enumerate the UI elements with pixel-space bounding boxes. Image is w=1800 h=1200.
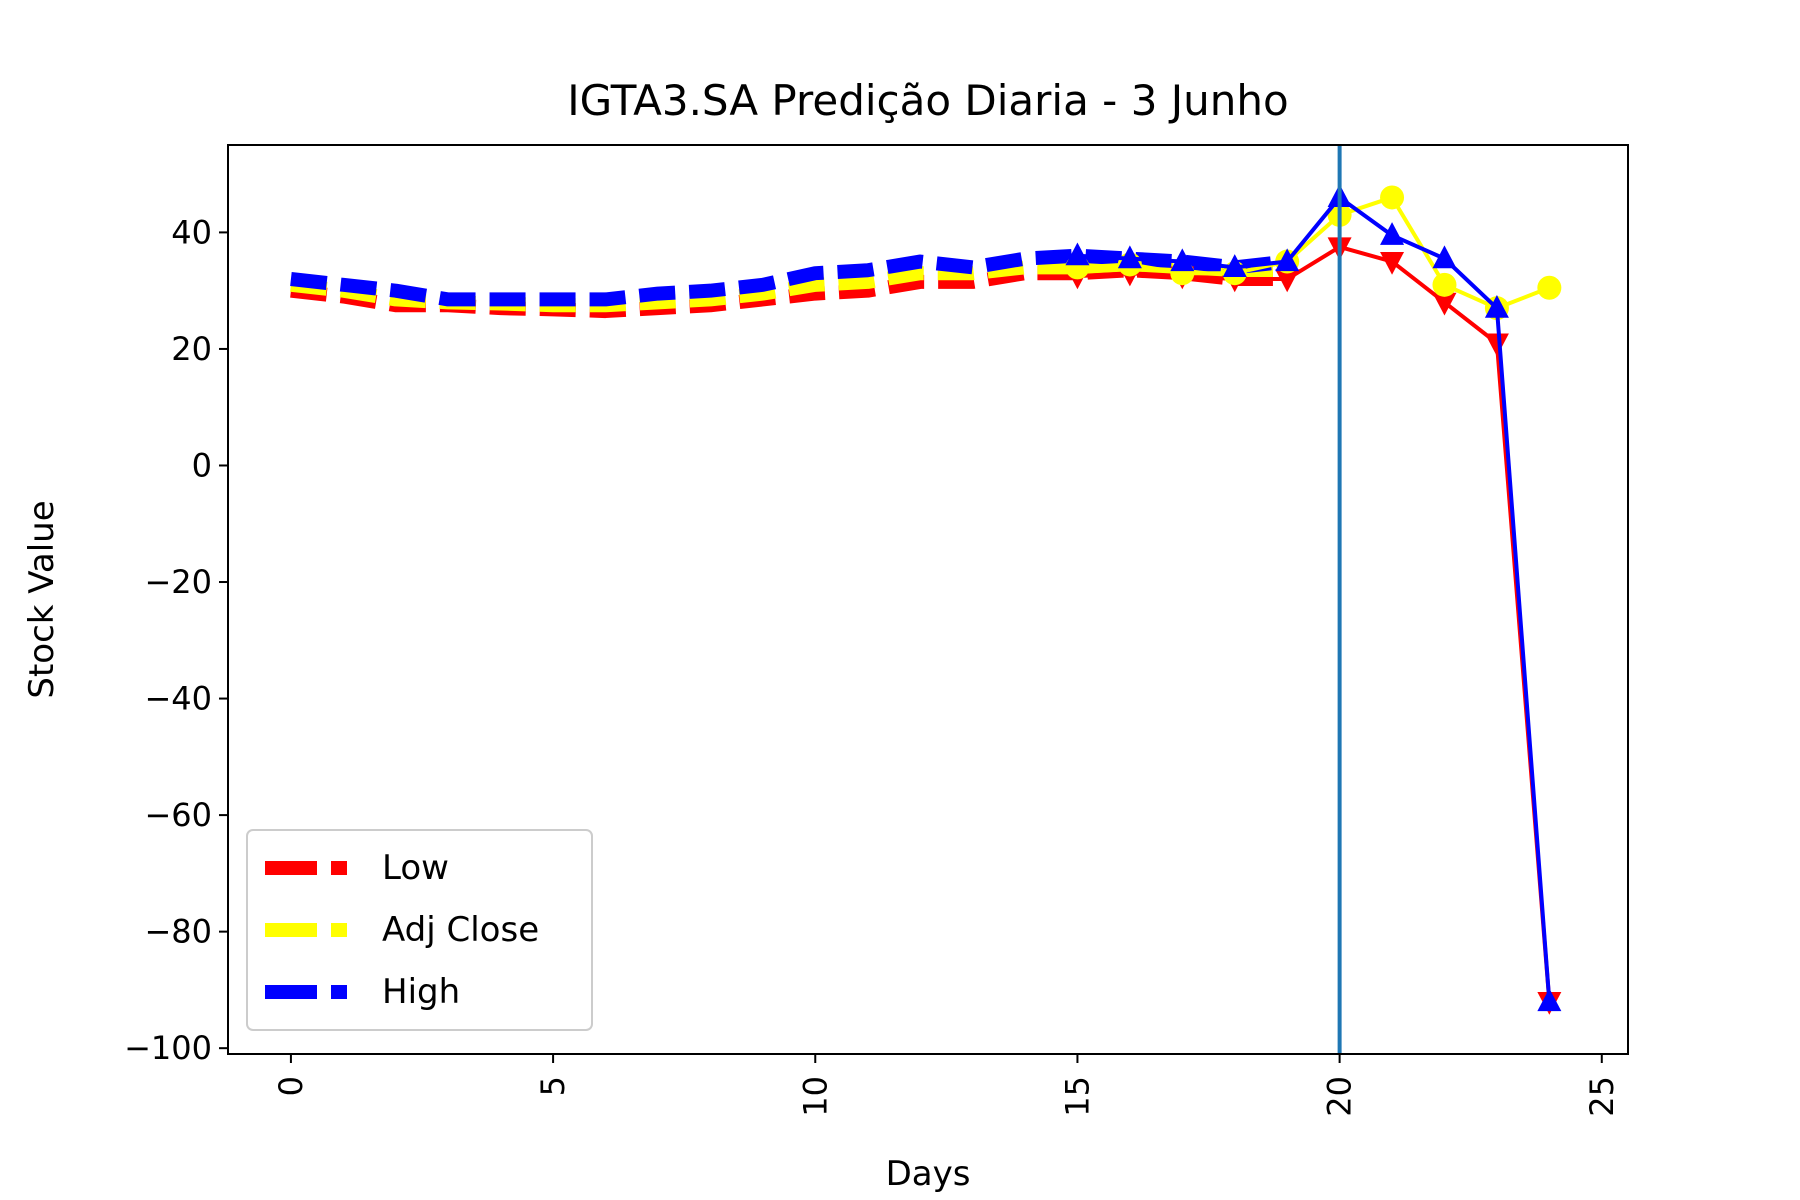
y-tick-label: −80 — [144, 913, 212, 951]
y-tick-label: 40 — [171, 213, 212, 251]
x-axis: 0 5 10 15 20 25 — [272, 1054, 1621, 1117]
legend-box — [246, 829, 593, 1031]
data-point-high — [1484, 294, 1509, 318]
data-point-high — [1222, 254, 1247, 277]
data-point-adj-close — [1537, 275, 1562, 300]
x-axis-label: Days — [886, 1154, 971, 1194]
series-prediction-line-adj-close — [1077, 195, 1551, 311]
legend-label-high: High — [382, 972, 460, 1012]
x-tick-label: 20 — [1321, 1076, 1359, 1117]
data-point-high — [1380, 222, 1405, 245]
legend-label-low: Low — [382, 848, 449, 888]
x-tick-label: 5 — [534, 1076, 572, 1096]
x-tick-label: 15 — [1058, 1076, 1096, 1117]
series-prediction-line-high — [1077, 195, 1552, 1002]
plot-layer — [290, 145, 1562, 1054]
data-point-low — [1380, 251, 1405, 275]
y-tick-label: 20 — [171, 330, 212, 368]
chart-title: IGTA3.SA Predição Diaria - 3 Junho — [567, 76, 1288, 125]
data-point-high — [1065, 242, 1090, 266]
y-axis: −100 −80 −60 −40 −20 0 20 40 — [124, 213, 228, 1067]
data-point-high — [1117, 245, 1142, 269]
data-point-adj-close — [1380, 185, 1405, 210]
series-prediction-line-low — [1077, 244, 1552, 1002]
legend-label-adj-close: Adj Close — [382, 910, 539, 950]
y-axis-label: Stock Value — [22, 500, 62, 698]
y-tick-label: −100 — [124, 1029, 212, 1067]
y-tick-label: −20 — [144, 563, 212, 601]
data-point-low — [1275, 269, 1300, 293]
data-point-high — [1537, 988, 1562, 1012]
y-tick-label: −60 — [144, 796, 212, 834]
data-point-low — [1432, 292, 1457, 316]
data-point-high — [1275, 248, 1300, 272]
x-tick-label: 0 — [272, 1076, 310, 1096]
data-point-high — [1170, 248, 1195, 272]
data-point-low — [1484, 333, 1509, 357]
plot-frame — [227, 144, 1629, 1055]
data-point-adj-close — [1432, 272, 1457, 297]
y-tick-label: −40 — [144, 680, 212, 718]
x-tick-label: 10 — [796, 1076, 834, 1117]
legend: Low Adj Close High — [246, 829, 593, 1031]
data-point-high — [1432, 245, 1457, 269]
x-tick-label: 25 — [1583, 1076, 1621, 1117]
y-tick-label: 0 — [192, 446, 212, 484]
